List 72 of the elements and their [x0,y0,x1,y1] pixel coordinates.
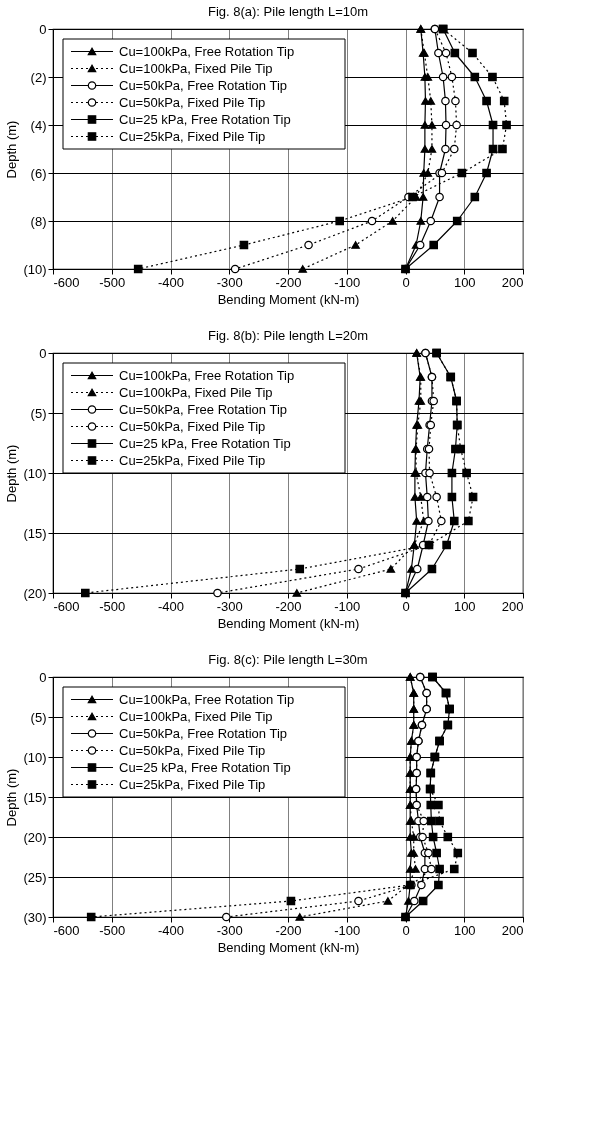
chart-title: Fig. 8(b): Pile length L=20m [207,327,369,343]
x-tick-label: -200 [275,274,302,290]
x-tick-label: -400 [157,598,185,614]
legend-label: Cu=25kPa, Fixed Pile Tip [119,776,266,792]
x-tick-label: -500 [99,922,126,938]
y-tick-label: (20) [23,829,47,845]
x-tick-label: 200 [501,598,524,614]
y-tick-label: (6) [30,165,47,181]
chart-title: Fig. 8(a): Pile length L=10m [207,3,369,19]
y-tick-label: 0 [39,669,47,685]
x-tick-label: -600 [53,922,80,938]
legend-label: Cu=25kPa, Fixed Pile Tip [119,452,266,468]
x-tick-label: -100 [334,922,361,938]
y-tick-label: (5) [30,709,47,725]
legend-label: Cu=50kPa, Free Rotation Tip [119,401,288,417]
y-tick-label: (8) [30,213,47,229]
y-tick-label: (4) [30,117,47,133]
y-tick-label: (30) [23,909,47,925]
legend-label: Cu=25 kPa, Free Rotation Tip [119,111,291,127]
x-tick-label: 200 [501,922,524,938]
legend-label: Cu=50kPa, Fixed Pile Tip [119,418,266,434]
x-tick-label: -300 [216,274,243,290]
legend-label: Cu=100kPa, Free Rotation Tip [119,43,295,59]
x-tick-label: 100 [453,598,476,614]
legend-label: Cu=25kPa, Fixed Pile Tip [119,128,266,144]
x-tick-label: -100 [334,598,361,614]
legend-label: Cu=50kPa, Free Rotation Tip [119,77,288,93]
x-axis-title: Bending Moment (kN-m) [217,615,360,631]
x-tick-label: 0 [402,598,410,614]
x-tick-label: 200 [501,274,524,290]
x-tick-label: 0 [402,274,410,290]
legend-label: Cu=50kPa, Fixed Pile Tip [119,742,266,758]
y-tick-label: 0 [39,21,47,37]
x-axis-title: Bending Moment (kN-m) [217,939,360,955]
y-tick-label: (25) [23,869,47,885]
legend-label: Cu=50kPa, Fixed Pile Tip [119,94,266,110]
legend-label: Cu=100kPa, Free Rotation Tip [119,691,295,707]
y-axis-title: Depth (m) [4,444,20,503]
x-axis-title: Bending Moment (kN-m) [217,291,360,307]
y-axis-title: Depth (m) [4,120,20,179]
legend-label: Cu=100kPa, Fixed Pile Tip [119,708,273,724]
chart-title: Fig. 8(c): Pile length L=30m [208,651,368,667]
y-tick-label: (10) [23,749,47,765]
x-tick-label: -300 [216,922,243,938]
y-tick-label: (5) [30,405,47,421]
x-tick-label: -200 [275,598,302,614]
legend-label: Cu=25 kPa, Free Rotation Tip [119,435,291,451]
legend-label: Cu=50kPa, Free Rotation Tip [119,725,288,741]
x-tick-label: 100 [453,274,476,290]
y-tick-label: (10) [23,465,47,481]
legend-label: Cu=100kPa, Fixed Pile Tip [119,60,273,76]
y-tick-label: (2) [30,69,47,85]
x-tick-label: -100 [334,274,361,290]
y-tick-label: (20) [23,585,47,601]
y-tick-label: (15) [23,789,47,805]
y-tick-label: (10) [23,261,47,277]
x-tick-label: -500 [99,598,126,614]
x-tick-label: -300 [216,598,243,614]
x-tick-label: -500 [99,274,126,290]
x-tick-label: -200 [275,922,302,938]
x-tick-label: -600 [53,598,80,614]
x-tick-label: 100 [453,922,476,938]
legend-label: Cu=100kPa, Fixed Pile Tip [119,384,273,400]
y-tick-label: (15) [23,525,47,541]
x-tick-label: -400 [157,274,185,290]
x-tick-label: 0 [402,922,410,938]
y-axis-title: Depth (m) [4,768,20,827]
legend-label: Cu=25 kPa, Free Rotation Tip [119,759,291,775]
x-tick-label: -600 [53,274,80,290]
legend-label: Cu=100kPa, Free Rotation Tip [119,367,295,383]
x-tick-label: -400 [157,922,185,938]
y-tick-label: 0 [39,345,47,361]
